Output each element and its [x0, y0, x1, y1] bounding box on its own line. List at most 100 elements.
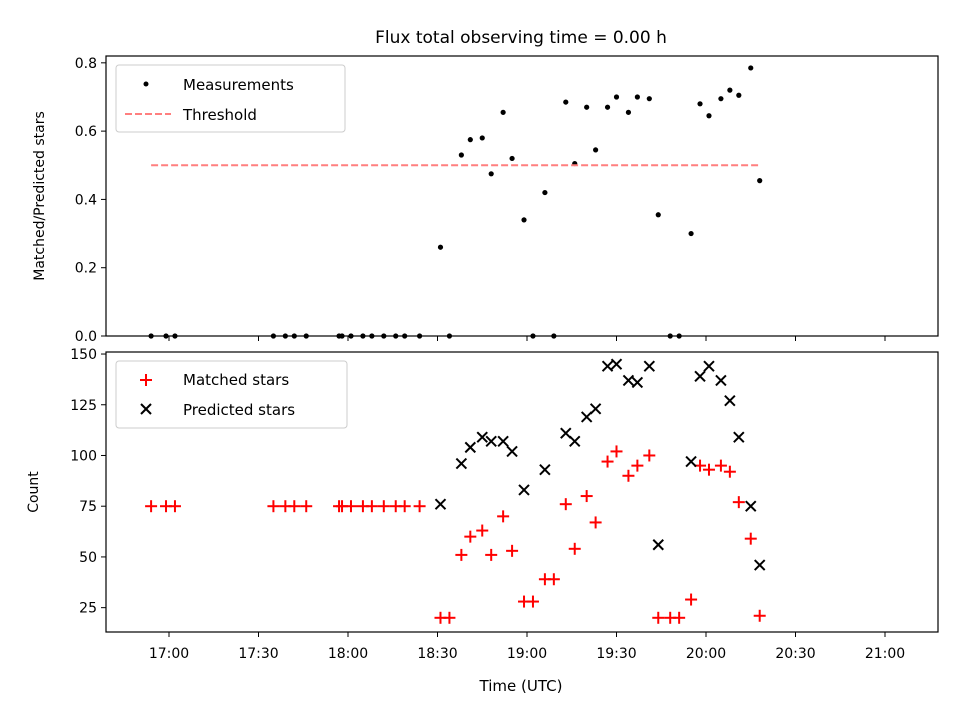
measurements-point: [369, 333, 375, 339]
measurements-point: [458, 152, 464, 158]
top-y-tick-label: 0.8: [75, 56, 97, 72]
measurements-point: [542, 189, 548, 196]
measurements-point: [718, 96, 724, 102]
predicted-stars-point: [715, 374, 727, 387]
predicted-stars-point: [610, 358, 623, 370]
measurements-point: [467, 137, 473, 143]
x-tick-label: 18:00: [328, 646, 368, 662]
predicted-stars-point: [518, 484, 530, 496]
top-plot-series: [148, 65, 763, 339]
bottom-x-axis: 17:00 17:30 18:00 18:30 19:00 19:30 20:00 20:30…: [149, 632, 905, 662]
measurements-point: [593, 147, 599, 153]
matched-stars-point: [601, 455, 614, 468]
measurements-point: [172, 333, 178, 339]
measurements-point: [339, 333, 345, 339]
predicted-stars-point: [476, 431, 488, 443]
predicted-stars-point: [497, 435, 509, 447]
matched-stars-point: [168, 500, 181, 513]
matched-stars-point: [631, 459, 644, 472]
matched-stars-point: [398, 500, 411, 513]
matched-stars-point: [673, 611, 686, 624]
x-tick-label: 21:00: [865, 646, 905, 662]
matched-stars-point: [589, 516, 602, 529]
bottom-y-axis: 25 50 75 100 125 150: [70, 347, 106, 617]
matched-stars-point: [580, 490, 593, 503]
top-y-tick-label: 0.2: [75, 261, 97, 277]
measurements-point: [500, 109, 506, 115]
predicted-stars-point: [569, 435, 581, 447]
predicted-stars-point: [631, 376, 644, 389]
bottom-legend: Matched stars Predicted stars: [115, 360, 348, 429]
predicted-stars-point: [745, 500, 757, 512]
top-plot-frame: [105, 55, 939, 337]
measurements-point: [303, 333, 309, 339]
legend-matched-label: Matched stars: [183, 371, 289, 389]
matched-stars-point: [288, 500, 301, 513]
measurements-point: [613, 94, 620, 100]
bottom-y-axis-label: Count: [26, 471, 42, 513]
measurements-point: [655, 212, 661, 218]
measurements-point: [437, 244, 444, 250]
predicted-stars-point: [685, 455, 697, 468]
measurements-point: [697, 101, 703, 107]
top-x-axis: [168, 336, 886, 341]
x-tick-label: 17:00: [149, 646, 189, 662]
measurements-point: [757, 178, 763, 184]
predicted-stars-point: [589, 403, 602, 415]
matched-stars-point: [732, 496, 745, 509]
x-tick-label: 20:30: [775, 646, 815, 662]
matched-stars-point: [723, 465, 736, 478]
measurements-point: [402, 333, 408, 339]
legend-measurements-label: Measurements: [183, 76, 294, 94]
matched-stars-point: [344, 500, 357, 513]
bottom-legend-box: [115, 360, 348, 429]
top-legend: Measurements Threshold: [115, 64, 346, 133]
predicted-stars-point: [694, 370, 706, 383]
measurements-point: [488, 171, 494, 177]
x-tick-label: 17:30: [238, 646, 278, 662]
bottom-y-tick-label: 50: [79, 550, 97, 566]
bottom-y-tick-label: 150: [70, 347, 97, 363]
predicted-stars-point: [601, 360, 614, 372]
legend-predicted-label: Predicted stars: [183, 401, 295, 419]
predicted-stars-point: [724, 394, 736, 407]
legend-measurements-marker: [143, 81, 149, 87]
x-tick-label: 20:00: [686, 646, 726, 662]
matched-stars-point: [714, 459, 727, 472]
matched-stars-point: [300, 500, 313, 513]
predicted-stars-point: [560, 427, 572, 439]
measurements-point: [148, 333, 154, 339]
matched-stars-point: [365, 500, 378, 513]
matched-stars-point: [476, 524, 489, 537]
measurements-point: [446, 333, 453, 339]
measurements-point: [163, 333, 169, 339]
matched-stars-point: [610, 445, 623, 458]
matched-stars-point: [443, 611, 456, 624]
top-y-tick-label: 0.0: [75, 329, 97, 345]
matched-stars-point: [464, 530, 477, 543]
predicted-stars-point: [506, 445, 518, 458]
legend-matched-marker: [140, 374, 152, 386]
matched-stars-point: [622, 469, 635, 482]
measurements-point: [646, 96, 652, 102]
bottom-y-tick-label: 100: [70, 448, 97, 464]
measurements-point: [727, 87, 733, 93]
matched-stars-point: [753, 609, 766, 622]
measurements-point: [748, 65, 754, 71]
measurements-point: [604, 104, 611, 110]
measurements-point: [706, 113, 712, 119]
measurements-point: [563, 99, 569, 105]
predicted-stars-point: [643, 360, 656, 372]
legend-threshold-label: Threshold: [182, 106, 257, 124]
matched-stars-point: [568, 542, 581, 555]
top-y-tick-label: 0.6: [75, 124, 97, 140]
measurements-point: [676, 333, 682, 339]
matched-stars-point: [267, 500, 280, 513]
x-tick-label: 19:00: [507, 646, 547, 662]
x-tick-label: 19:30: [596, 646, 636, 662]
bottom-y-tick-label: 125: [70, 398, 97, 414]
matched-stars-point: [744, 532, 757, 545]
predicted-stars-point: [434, 498, 447, 510]
measurements-point: [393, 333, 399, 339]
